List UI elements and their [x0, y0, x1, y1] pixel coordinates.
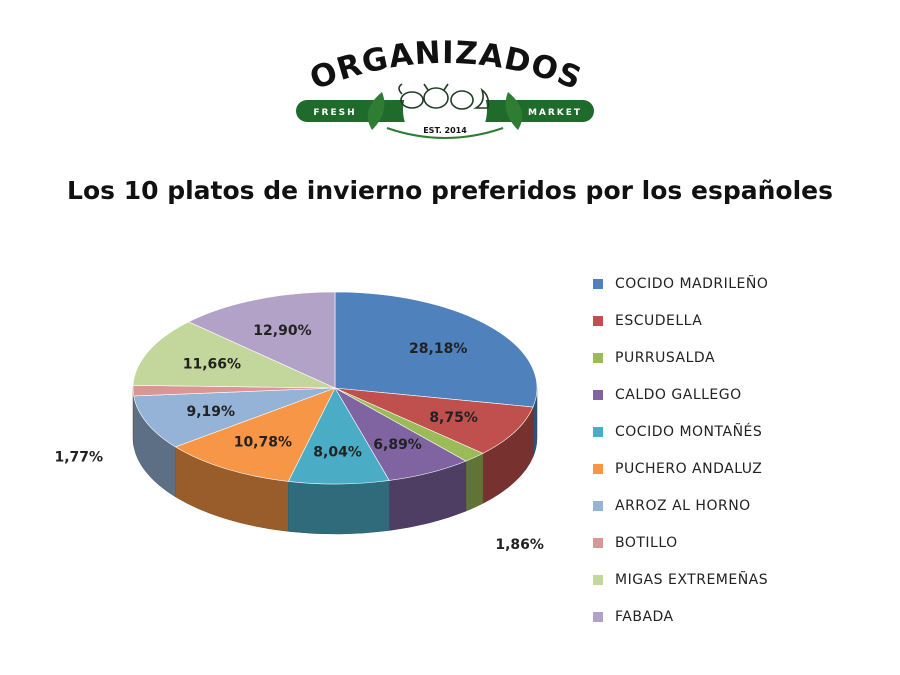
legend-item: COCIDO MADRILEÑO [593, 265, 768, 302]
animals-icon [398, 83, 490, 110]
logo-market-tag: MARKET [528, 108, 582, 118]
pie-side-purrusalda [465, 452, 484, 512]
leaf-left-icon [367, 92, 385, 130]
legend-label: COCIDO MONTAÑÉS [615, 423, 763, 440]
chart-title: Los 10 platos de invierno preferidos por… [67, 176, 833, 205]
pie-slice-cocido-madrile-o [334, 291, 538, 408]
data-label-migas-extreme-as: 11,66% [183, 357, 241, 373]
legend-swatch [593, 537, 603, 548]
legend-label: ESCUDELLA [615, 312, 703, 329]
legend-label: BOTILLO [615, 534, 678, 551]
legend-item: PUCHERO ANDALUZ [593, 450, 768, 487]
pie-slice-arroz-al-horno [133, 387, 336, 448]
pie-slice-escudella [334, 387, 534, 454]
data-label-puchero-andaluz: 10,78% [234, 434, 292, 450]
data-label-fabada: 12,90% [253, 323, 311, 339]
legend-swatch [593, 278, 603, 289]
logo-fresh-tag: FRESH [313, 108, 356, 118]
data-label-cocido-monta-s: 8,04% [313, 444, 362, 460]
legend-item: ARROZ AL HORNO [593, 487, 768, 524]
pie-slice-migas-extreme-as [132, 321, 336, 389]
legend-swatch [593, 500, 603, 511]
legend-item: BOTILLO [593, 524, 768, 561]
legend-label: COCIDO MADRILEÑO [615, 275, 769, 292]
legend-item: PURRUSALDA [593, 339, 768, 376]
legend-label: MIGAS EXTREMEÑAS [615, 571, 769, 588]
legend-label: PURRUSALDA [615, 349, 716, 366]
pie-labels: 28,18% 8,75% 1,86% 6,89% 8,04% 10,78% 9,19% 1,7… [55, 323, 544, 553]
data-label-escudella: 8,75% [429, 410, 478, 426]
legend-swatch [593, 315, 603, 326]
pie-side-cocido-monta-s [288, 480, 390, 535]
legend-item: ESCUDELLA [593, 302, 768, 339]
legend-label: ARROZ AL HORNO [615, 497, 751, 514]
logo-est: EST. 2014 [423, 126, 467, 135]
legend-swatch [593, 426, 603, 437]
pie-tops [132, 291, 538, 485]
legend-label: PUCHERO ANDALUZ [615, 460, 763, 477]
legend-swatch [593, 574, 603, 585]
legend-swatch [593, 352, 603, 363]
legend-swatch [593, 611, 603, 622]
legend-item: COCIDO MONTAÑÉS [593, 413, 768, 450]
pie-slice-fabada [187, 291, 336, 389]
pie-slice-puchero-andaluz [174, 387, 336, 482]
organizados-logo: ORGANIZADOS FRESH MARKET EST. 2014 [296, 35, 594, 140]
legend-label: FABADA [615, 608, 674, 625]
legend-swatch [593, 463, 603, 474]
legend-label: CALDO GALLEGO [615, 386, 742, 403]
data-label-cocido-madrile-o: 28,18% [409, 341, 467, 357]
legend-item: FABADA [593, 598, 768, 635]
legend: COCIDO MADRILEÑO ESCUDELLA PURRUSALDA CALDO… [593, 265, 768, 635]
data-label-botillo: 1,77% [55, 449, 104, 465]
legend-item: CALDO GALLEGO [593, 376, 768, 413]
data-label-arroz-al-horno: 9,19% [187, 404, 236, 420]
pie-sides [132, 387, 538, 535]
legend-item: MIGAS EXTREMEÑAS [593, 561, 768, 598]
data-label-purrusalda: 1,86% [495, 537, 544, 553]
pie-slice-cocido-monta-s [287, 387, 390, 485]
data-label-caldo-gallego: 6,89% [373, 437, 422, 453]
leaf-right-icon [505, 92, 523, 130]
legend-swatch [593, 389, 603, 400]
